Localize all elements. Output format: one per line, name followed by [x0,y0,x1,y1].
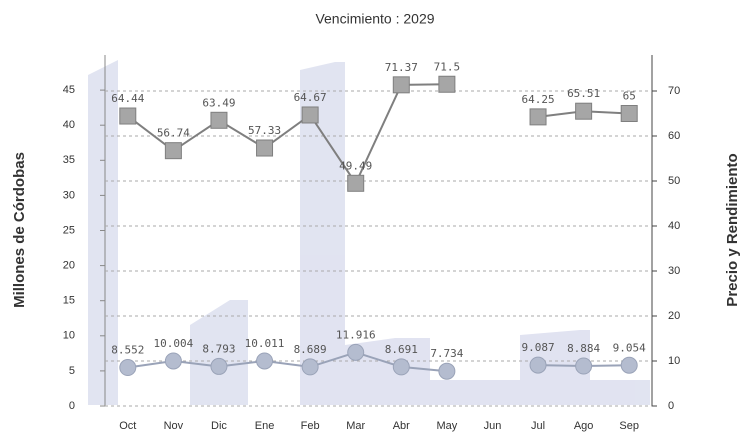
value-label: 8.884 [567,342,600,355]
marker [620,356,638,374]
marker [256,352,274,370]
value-label: 56.74 [157,127,190,140]
value-label: 9.054 [613,341,646,354]
marker [392,358,410,376]
y2-tick-label: 50 [668,175,680,187]
value-label: 7.734 [430,347,463,360]
x-tick-label: Jun [484,420,502,432]
y-tick-label: 0 [69,400,75,412]
y-axis-title: Millones de Córdobas [11,152,28,308]
y-tick-label: 15 [63,295,75,307]
marker [301,358,319,376]
value-label: 8.691 [385,343,418,356]
marker [164,352,182,370]
value-label: 8.793 [202,342,235,355]
marker [575,102,593,120]
value-label: 64.44 [111,92,144,105]
value-label: 71.37 [385,61,418,74]
marker [256,139,274,157]
value-label: 49.49 [339,159,372,172]
y-tick-label: 35 [63,154,75,166]
value-label: 71.5 [434,60,461,73]
value-label: 63.49 [202,96,235,109]
x-tick-label: May [436,420,457,432]
value-label: 8.689 [294,343,327,356]
y2-tick-label: 60 [668,130,680,142]
value-label: 8.552 [111,344,144,357]
marker [438,75,456,93]
x-tick-label: Jul [531,420,545,432]
value-label: 64.67 [294,91,327,104]
value-label: 9.087 [521,341,554,354]
marker [347,174,365,192]
marker [164,142,182,160]
marker [119,359,137,377]
marker [529,356,547,374]
y-tick-label: 5 [69,365,75,377]
marker [210,111,228,129]
x-tick-label: Feb [301,420,320,432]
marker [529,108,547,126]
value-label: 11.916 [336,328,376,341]
value-label: 65 [623,90,636,103]
value-label: 57.33 [248,124,281,137]
chart-title: Vencimiento : 2029 [315,11,434,27]
y2-tick-label: 30 [668,265,680,277]
y-tick-label: 25 [63,224,75,236]
x-tick-label: Oct [119,420,136,432]
y-tick-label: 30 [63,189,75,201]
y2-tick-label: 10 [668,355,680,367]
value-label: 64.25 [521,93,554,106]
y2-tick-label: 0 [668,400,674,412]
y-tick-label: 20 [63,260,75,272]
marker [620,105,638,122]
marker [210,357,228,375]
x-tick-label: Abr [393,420,410,432]
marker [301,106,319,124]
y2-tick-label: 70 [668,85,680,97]
y-tick-label: 40 [63,119,75,131]
marker [347,343,365,361]
x-tick-label: Mar [346,420,365,432]
marker [575,357,593,375]
value-label: 10.011 [245,337,285,350]
x-tick-label: Sep [619,420,639,432]
x-tick-label: Dic [211,420,227,432]
x-tick-label: Nov [164,420,184,432]
y-tick-label: 45 [63,84,75,96]
marker [392,76,410,94]
y-tick-label: 10 [63,330,75,342]
x-tick-label: Ene [255,420,275,432]
marker [119,107,137,125]
y2-tick-label: 40 [668,220,680,232]
y2-tick-label: 20 [668,310,680,322]
y2-axis-title: Precio y Rendimiento [724,153,741,306]
marker [438,362,456,380]
x-tick-label: Ago [574,420,594,432]
value-label: 65.51 [567,87,600,100]
value-label: 10.004 [154,337,194,350]
